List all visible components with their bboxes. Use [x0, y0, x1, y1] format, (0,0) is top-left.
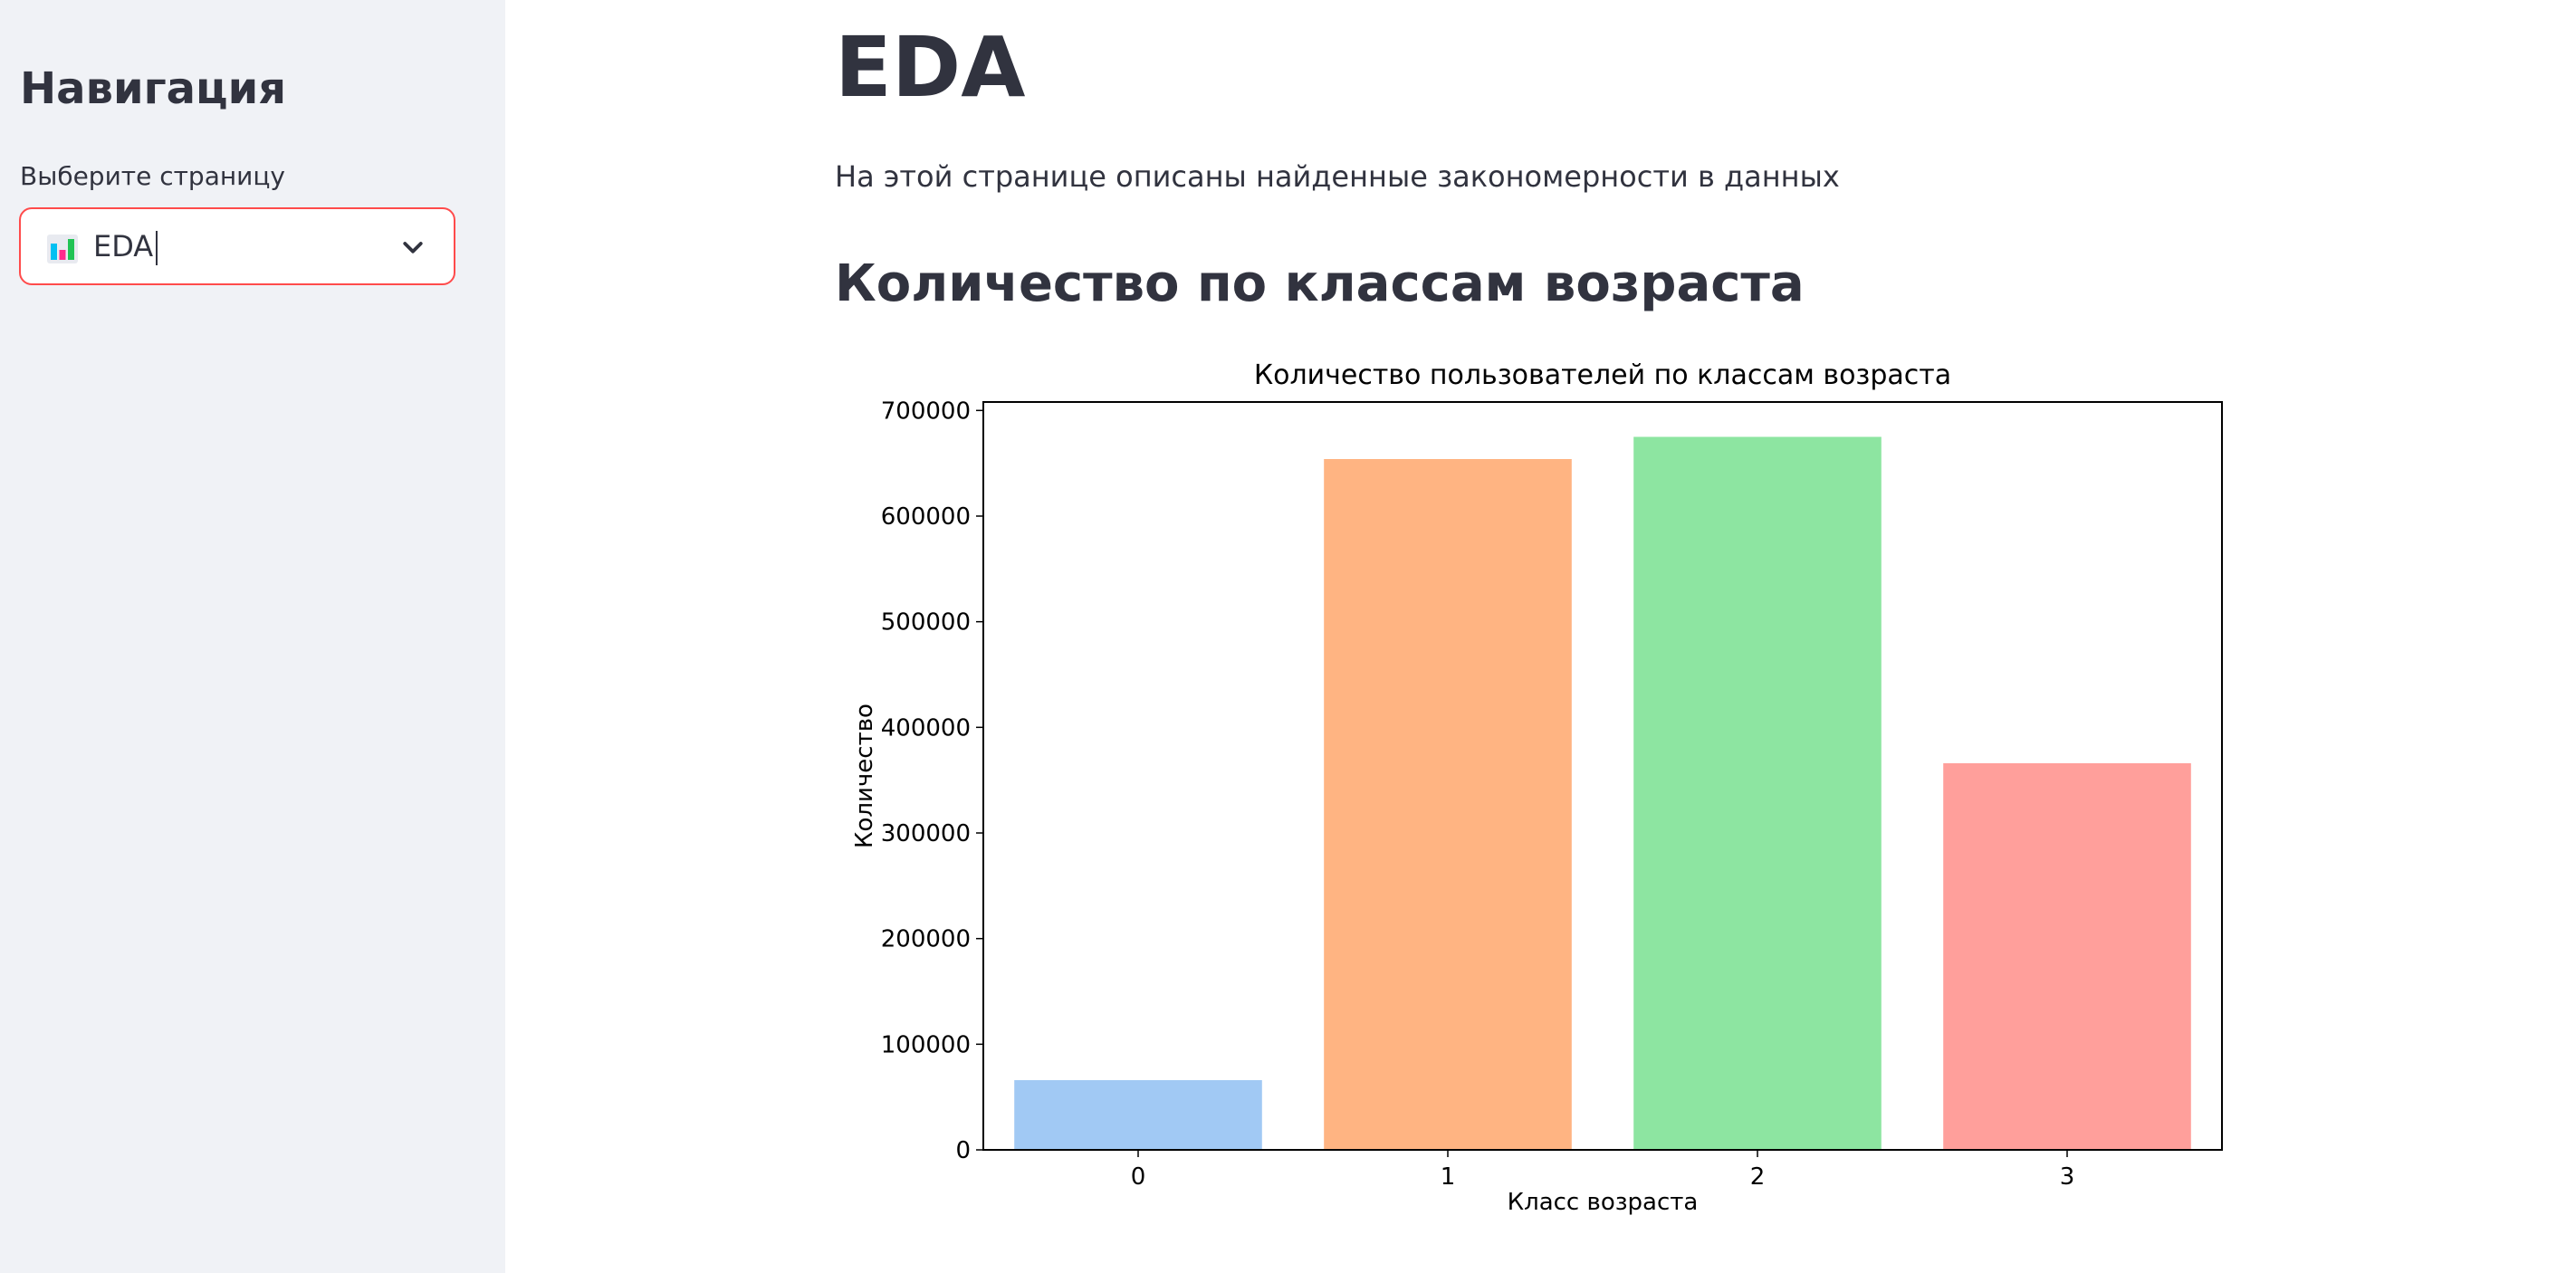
x-tick-label: 1 [1441, 1163, 1456, 1191]
plot-frame [982, 401, 2223, 1151]
age-class-bar-chart: Количество пользователей по классам возр… [851, 359, 2223, 1216]
chart-axes: 0 1 2 3 0 100000 200000 300000 400000 500000 60000… [881, 397, 2223, 1191]
main-content: EDA На этой странице описаны найденные з… [505, 0, 2576, 1273]
x-tick-label: 0 [1131, 1163, 1146, 1191]
sidebar-title: Навигация [20, 63, 287, 114]
y-tick-label: 600000 [881, 503, 971, 531]
sidebar: Навигация Выберите страницу EDA [0, 0, 505, 1273]
y-tick-label: 300000 [881, 820, 971, 847]
bar-chart-icon [47, 234, 78, 263]
page-description: На этой странице описаны найденные закон… [835, 159, 1840, 194]
bar-3 [1943, 763, 2191, 1150]
page-select[interactable]: EDA [19, 207, 455, 285]
chart-title: Количество пользователей по классам возр… [1254, 359, 1951, 391]
x-tick-label: 3 [2060, 1163, 2075, 1191]
page-select-label: Выберите страницу [20, 161, 285, 191]
y-tick-label: 0 [955, 1137, 971, 1164]
page-title: EDA [835, 19, 1026, 116]
chevron-down-icon[interactable] [399, 234, 426, 262]
bar-0 [1014, 1080, 1262, 1150]
x-tick-label: 2 [1750, 1163, 1766, 1191]
y-tick-label: 500000 [881, 609, 971, 636]
y-tick-label: 100000 [881, 1031, 971, 1058]
chart-ylabel: Количество [851, 704, 878, 848]
y-tick-label: 400000 [881, 714, 971, 742]
y-tick-label: 200000 [881, 926, 971, 953]
chart-bars [1014, 436, 2191, 1150]
section-title: Количество по классам возраста [835, 254, 1805, 313]
bar-1 [1324, 459, 1572, 1150]
chart-xlabel: Класс возраста [1508, 1189, 1699, 1216]
y-tick-label: 700000 [881, 397, 971, 425]
text-cursor [156, 231, 158, 265]
bar-2 [1633, 436, 1882, 1150]
page-select-value: EDA [93, 229, 158, 265]
